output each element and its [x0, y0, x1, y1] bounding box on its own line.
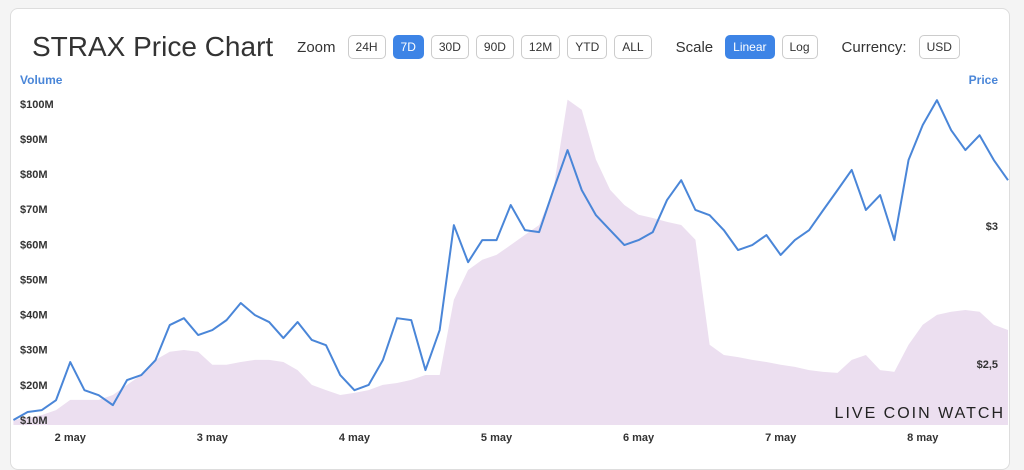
- y-tick-label: $10M: [20, 415, 48, 427]
- scale-button[interactable]: Log: [781, 35, 818, 59]
- y-tick-label: $100M: [20, 99, 54, 111]
- zoom-button[interactable]: 12M: [520, 35, 561, 59]
- page: Volume Price $10M $20M $30M $40M $50M $60M $70…: [10, 8, 1010, 470]
- zoom-label: Zoom: [297, 38, 336, 56]
- x-tick-label: 7 may: [765, 432, 797, 444]
- y2-tick-label: $2,5: [977, 359, 998, 371]
- watermark: LIVE COIN WATCH: [835, 405, 1005, 422]
- y-tick-label: $30M: [20, 345, 48, 357]
- chart: Volume Price $10M $20M $30M $40M $50M $60M $70…: [12, 73, 1009, 444]
- y-tick-label: $90M: [20, 134, 48, 146]
- y-tick-label: $40M: [20, 310, 48, 322]
- zoom-group: 24H 7D 30D 90D 12M YTD ALL: [347, 35, 652, 59]
- y-axis-title: Volume: [20, 73, 63, 87]
- y-tick-label: $20M: [20, 380, 48, 392]
- x-tick-label: 2 may: [55, 432, 87, 444]
- plot: [12, 99, 1009, 426]
- y-tick-label: $50M: [20, 274, 48, 286]
- y-tick-label: $80M: [20, 169, 48, 181]
- x-tick-label: 5 may: [481, 432, 513, 444]
- zoom-button[interactable]: YTD: [567, 35, 608, 59]
- zoom-button[interactable]: 7D: [392, 35, 424, 59]
- scale-label: Scale: [675, 38, 714, 56]
- scale-group: Linear Log: [725, 35, 818, 59]
- y-tick-label: $60M: [20, 239, 48, 251]
- zoom-button[interactable]: ALL: [614, 35, 652, 59]
- y-tick-label: $70M: [20, 204, 48, 216]
- y2-axis-title: Price: [969, 73, 999, 87]
- header: STRAX Price Chart Zoom 24H 7D 30D 90D 12M YTD…: [32, 30, 960, 64]
- price-line: [12, 99, 1009, 421]
- scale-button[interactable]: Linear: [725, 35, 775, 59]
- x-tick-label: 6 may: [623, 432, 655, 444]
- x-tick-label: 4 may: [339, 432, 371, 444]
- x-tick-label: 8 may: [907, 432, 939, 444]
- volume-area: [13, 99, 1008, 426]
- zoom-button[interactable]: 90D: [475, 35, 514, 59]
- zoom-button[interactable]: 30D: [430, 35, 469, 59]
- zoom-button[interactable]: 24H: [347, 35, 386, 59]
- x-tick-label: 3 may: [197, 432, 229, 444]
- currency-button[interactable]: USD: [918, 35, 960, 59]
- chart-title: STRAX Price Chart: [32, 31, 274, 62]
- currency-label: Currency:: [841, 38, 907, 56]
- y2-tick-label: $3: [986, 221, 998, 233]
